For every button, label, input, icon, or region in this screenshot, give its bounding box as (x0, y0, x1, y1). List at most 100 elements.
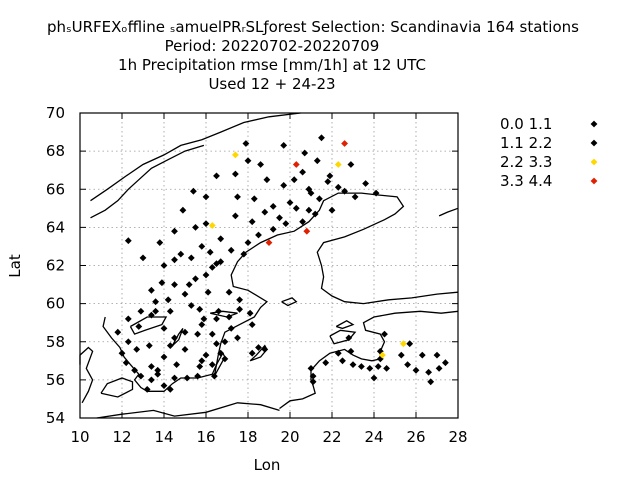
x-tick-label: 12 (112, 428, 131, 446)
y-tick-label: 62 (46, 257, 65, 275)
data-point (280, 142, 288, 149)
data-point (328, 206, 336, 214)
data-point (143, 386, 151, 393)
data-point (192, 275, 199, 283)
data-point (290, 176, 298, 184)
data-point (286, 199, 294, 206)
data-point (433, 351, 441, 359)
data-point (171, 334, 178, 342)
data-point (211, 372, 218, 380)
legend-marker (590, 177, 598, 185)
x-axis-label: Lon (254, 456, 281, 474)
legend-label: 2.2 3.3 (500, 153, 552, 171)
x-tick-label: 16 (196, 428, 215, 446)
coastline (100, 377, 134, 398)
y-tick-label: 66 (46, 180, 65, 198)
data-point (276, 214, 283, 222)
data-point (311, 210, 319, 218)
coastline (329, 329, 357, 345)
data-point (181, 328, 189, 336)
data-point (322, 359, 330, 367)
data-point (313, 157, 321, 165)
data-point (198, 243, 206, 250)
data-point (192, 224, 199, 231)
y-axis: 54 56 58 60 62 64 66 68 70 (46, 104, 458, 427)
data-point (334, 349, 342, 357)
data-point (269, 203, 277, 210)
data-point (263, 176, 271, 184)
data-point (334, 161, 342, 168)
data-point (118, 349, 126, 357)
data-point (351, 193, 359, 201)
data-point (280, 182, 288, 189)
data-point (221, 355, 229, 363)
data-point (177, 250, 185, 258)
data-point (124, 315, 132, 323)
data-point (442, 359, 449, 367)
data-point (309, 378, 317, 386)
data-point (137, 372, 145, 380)
data-point (412, 366, 420, 374)
data-point (196, 305, 204, 313)
y-tick-label: 68 (46, 142, 65, 160)
data-point (345, 334, 353, 342)
y-tick-label: 54 (46, 409, 65, 427)
data-point (358, 363, 365, 370)
data-point (208, 264, 216, 271)
x-tick-label: 26 (406, 428, 425, 446)
data-point (301, 149, 309, 157)
data-point (282, 220, 290, 227)
data-point (347, 161, 355, 168)
data-point (248, 349, 256, 357)
coastline (129, 316, 168, 335)
legend-label: 3.3 4.4 (500, 172, 552, 190)
data-point (246, 309, 254, 317)
data-point (261, 346, 269, 353)
coastline (438, 207, 459, 217)
data-point (213, 260, 220, 267)
data-point (242, 140, 250, 147)
data-point (370, 374, 378, 382)
data-point (185, 281, 193, 288)
data-point (166, 307, 174, 315)
legend-marker (590, 120, 598, 128)
coastline (96, 402, 280, 419)
data-point (171, 281, 178, 288)
coastline (335, 320, 355, 330)
data-point (160, 353, 168, 361)
legend-marker (590, 139, 598, 147)
data-point (194, 330, 201, 338)
data-point (404, 361, 411, 368)
data-point (213, 340, 220, 348)
data-point (202, 271, 210, 279)
data-point (139, 254, 147, 262)
data-point (158, 279, 166, 287)
data-point (269, 225, 277, 233)
coastline (79, 346, 94, 404)
data-point (181, 290, 189, 298)
data-point (232, 212, 239, 220)
chart-used: Used 12 + 24-23 (208, 75, 335, 93)
data-point (206, 248, 214, 256)
data-point (122, 359, 130, 367)
data-point (425, 368, 432, 376)
data-point (248, 218, 256, 226)
data-point (166, 342, 174, 349)
data-point (244, 157, 252, 165)
data-point (148, 311, 155, 319)
chart-title: phₛURFEXₒffline ₛamuelPRᵣSLƒorest Select… (47, 18, 579, 36)
data-point (200, 315, 208, 323)
data-point (202, 193, 210, 201)
data-point (171, 256, 178, 264)
data-point (240, 250, 248, 258)
data-point (349, 361, 357, 368)
data-point (135, 323, 143, 330)
x-tick-label: 20 (280, 428, 299, 446)
x-tick-label: 28 (448, 428, 467, 446)
data-point (400, 340, 407, 348)
data-point (198, 321, 206, 328)
data-point (299, 168, 306, 176)
data-point (427, 378, 435, 386)
y-tick-label: 58 (46, 333, 65, 351)
